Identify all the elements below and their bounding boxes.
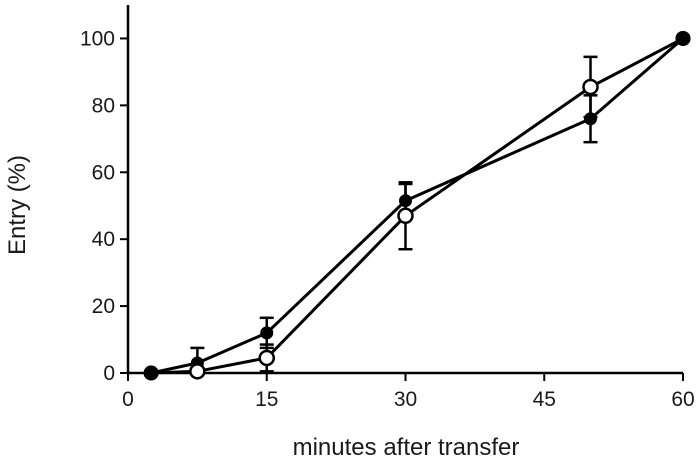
x-tick-label: 60 [671, 388, 694, 411]
axes: 0 20 40 60 80 100 0 15 30 45 60 [80, 5, 695, 411]
data-point [675, 30, 691, 46]
data-point [397, 207, 414, 225]
series-line [151, 37, 684, 375]
y-axis-title: Entry (%) [4, 155, 31, 255]
y-tick-label: 100 [80, 27, 115, 50]
x-tick-label: 0 [122, 388, 134, 411]
data-point [260, 326, 274, 340]
series-layer [143, 30, 691, 381]
y-tick-label: 20 [92, 295, 115, 318]
series-1 [150, 37, 684, 375]
data-point [143, 365, 159, 381]
data-point [584, 112, 597, 126]
series-2 [151, 37, 684, 375]
data-point [399, 194, 412, 208]
x-tick-label: 30 [394, 388, 417, 411]
y-tick-label: 60 [92, 161, 115, 184]
data-point [189, 363, 206, 380]
y-tick-label: 40 [92, 228, 115, 251]
series-2-markers [143, 30, 691, 381]
data-point [258, 349, 275, 367]
series-1-markers [143, 30, 691, 381]
series-line [150, 37, 684, 375]
x-tick-label: 45 [533, 388, 556, 411]
x-tick-label: 15 [255, 388, 278, 411]
data-point [582, 78, 599, 96]
y-tick-label: 80 [92, 94, 115, 117]
y-tick-label: 0 [103, 362, 115, 385]
x-axis-title: minutes after transfer [293, 434, 520, 461]
